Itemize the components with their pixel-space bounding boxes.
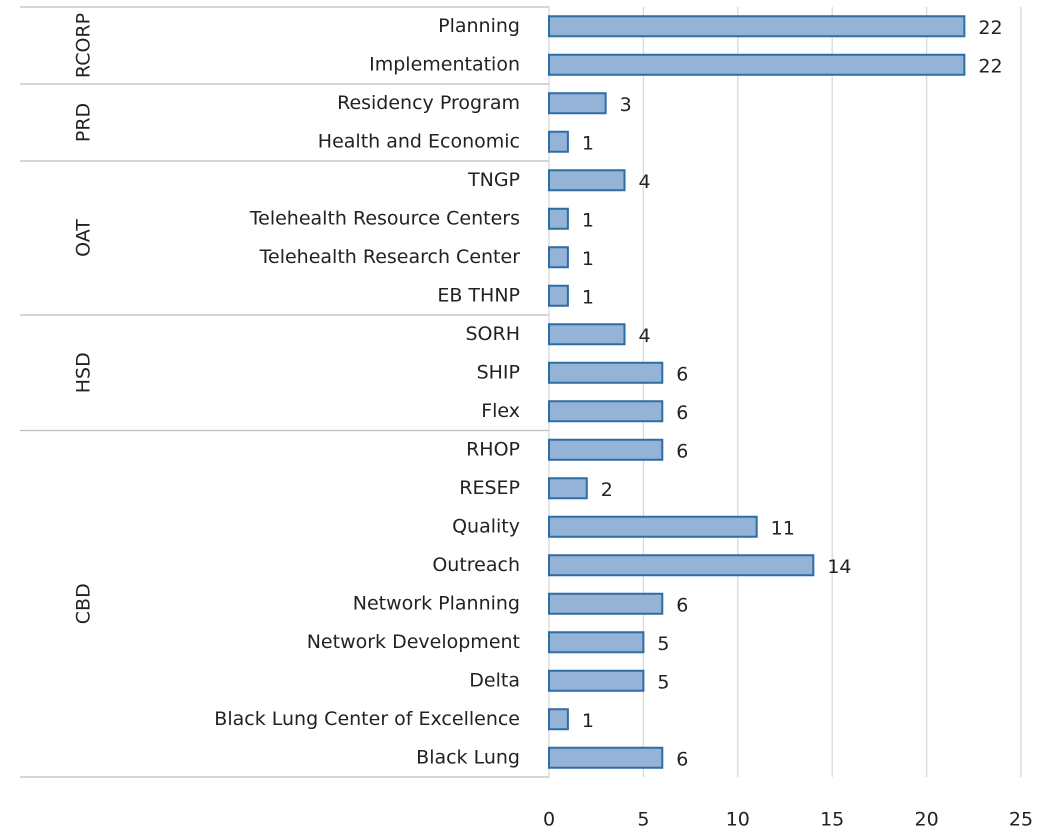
- group-label: OAT: [73, 219, 95, 257]
- value-label: 1: [582, 132, 594, 154]
- x-tick-label: 10: [726, 809, 750, 831]
- y-tick-label: SORH: [465, 323, 520, 345]
- bar: [548, 554, 815, 577]
- bar: [548, 323, 626, 346]
- x-tick-label: 15: [820, 809, 844, 831]
- bar: [548, 631, 645, 654]
- y-tick-label: Implementation: [369, 53, 520, 75]
- x-tick-label: 20: [915, 809, 939, 831]
- y-tick-label: Planning: [438, 15, 520, 37]
- y-tick-label: Flex: [481, 400, 520, 422]
- y-tick-label: Outreach: [432, 554, 520, 576]
- bar: [548, 746, 664, 769]
- bar: [548, 53, 966, 76]
- y-tick-label: Residency Program: [337, 92, 520, 114]
- bar: [548, 207, 569, 230]
- group-label: CBD: [73, 583, 95, 624]
- value-label: 14: [827, 556, 851, 578]
- y-tick-label: Health and Economic: [318, 130, 520, 152]
- value-label: 6: [676, 363, 688, 385]
- y-tick-label: Black Lung: [416, 746, 520, 768]
- value-label: 6: [676, 440, 688, 462]
- value-label: 22: [978, 17, 1002, 39]
- value-label: 1: [582, 710, 594, 732]
- group-label: PRD: [73, 103, 95, 142]
- bar: [548, 669, 645, 692]
- y-tick-label: RHOP: [466, 438, 520, 460]
- group-label: RCORP: [73, 13, 95, 78]
- y-tick-label: TNGP: [467, 169, 520, 191]
- value-label: 5: [657, 671, 669, 693]
- y-tick-label: SHIP: [477, 361, 520, 383]
- bar: [548, 708, 569, 731]
- bar: [548, 92, 607, 115]
- value-label: 1: [582, 209, 594, 231]
- value-label: 11: [771, 517, 795, 539]
- value-label: 2: [601, 479, 613, 501]
- bar: [548, 15, 966, 38]
- y-tick-label: EB THNP: [437, 284, 520, 306]
- group-label: HSD: [73, 352, 95, 393]
- bar: [548, 438, 664, 461]
- y-tick-label: Telehealth Research Center: [259, 246, 521, 268]
- bar: [548, 361, 664, 384]
- x-tick-label: 0: [543, 809, 555, 831]
- bar: [548, 130, 569, 153]
- value-label: 4: [639, 325, 651, 347]
- value-label: 1: [582, 286, 594, 308]
- y-tick-label: Delta: [469, 669, 520, 691]
- value-label: 6: [676, 594, 688, 616]
- y-tick-label: Network Development: [307, 631, 520, 653]
- x-tick-label: 25: [1009, 809, 1033, 831]
- y-tick-label: Quality: [452, 515, 520, 537]
- value-label: 1: [582, 248, 594, 270]
- value-label: 4: [639, 171, 651, 193]
- bar: [548, 400, 664, 423]
- bar: [548, 246, 569, 269]
- bar: [548, 169, 626, 192]
- y-tick-label: RESEP: [459, 477, 520, 499]
- y-tick-label: Black Lung Center of Excellence: [214, 708, 520, 730]
- bar: [548, 592, 664, 615]
- value-label: 5: [657, 633, 669, 655]
- value-label: 3: [620, 94, 632, 116]
- y-tick-label: Telehealth Resource Centers: [249, 207, 520, 229]
- bar: [548, 284, 569, 307]
- y-tick-label: Network Planning: [353, 592, 520, 614]
- bar: [548, 477, 588, 500]
- value-label: 6: [676, 402, 688, 424]
- value-label: 22: [978, 55, 1002, 77]
- bar: [548, 515, 758, 538]
- x-tick-label: 5: [637, 809, 649, 831]
- value-label: 6: [676, 748, 688, 770]
